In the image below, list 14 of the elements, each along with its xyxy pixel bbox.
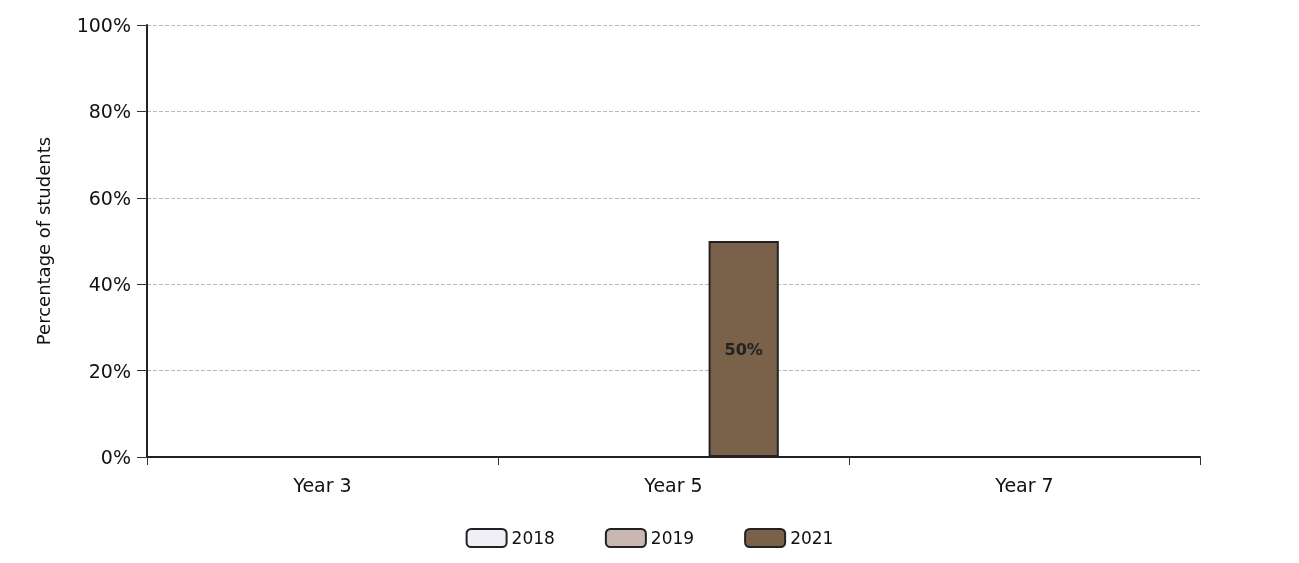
x-tick-label: Year 5 — [643, 473, 703, 496]
legend-label: 2019 — [650, 528, 695, 548]
y-tick-label: 0% — [100, 446, 131, 468]
legend-label: 2021 — [790, 528, 834, 548]
y-tick-label: 40% — [88, 273, 131, 296]
y-tick-label: 80% — [88, 100, 131, 123]
y-axis-title: Percentage of students — [32, 136, 54, 346]
y-tick-label: 20% — [88, 359, 131, 382]
y-tick-label: 100% — [76, 14, 131, 36]
data-label: 50% — [724, 339, 763, 359]
x-tick-label: Year 3 — [292, 473, 352, 496]
x-tick-label: Year 7 — [994, 473, 1054, 496]
y-tick-label: 60% — [88, 186, 131, 209]
legend-label: 2018 — [511, 528, 555, 548]
